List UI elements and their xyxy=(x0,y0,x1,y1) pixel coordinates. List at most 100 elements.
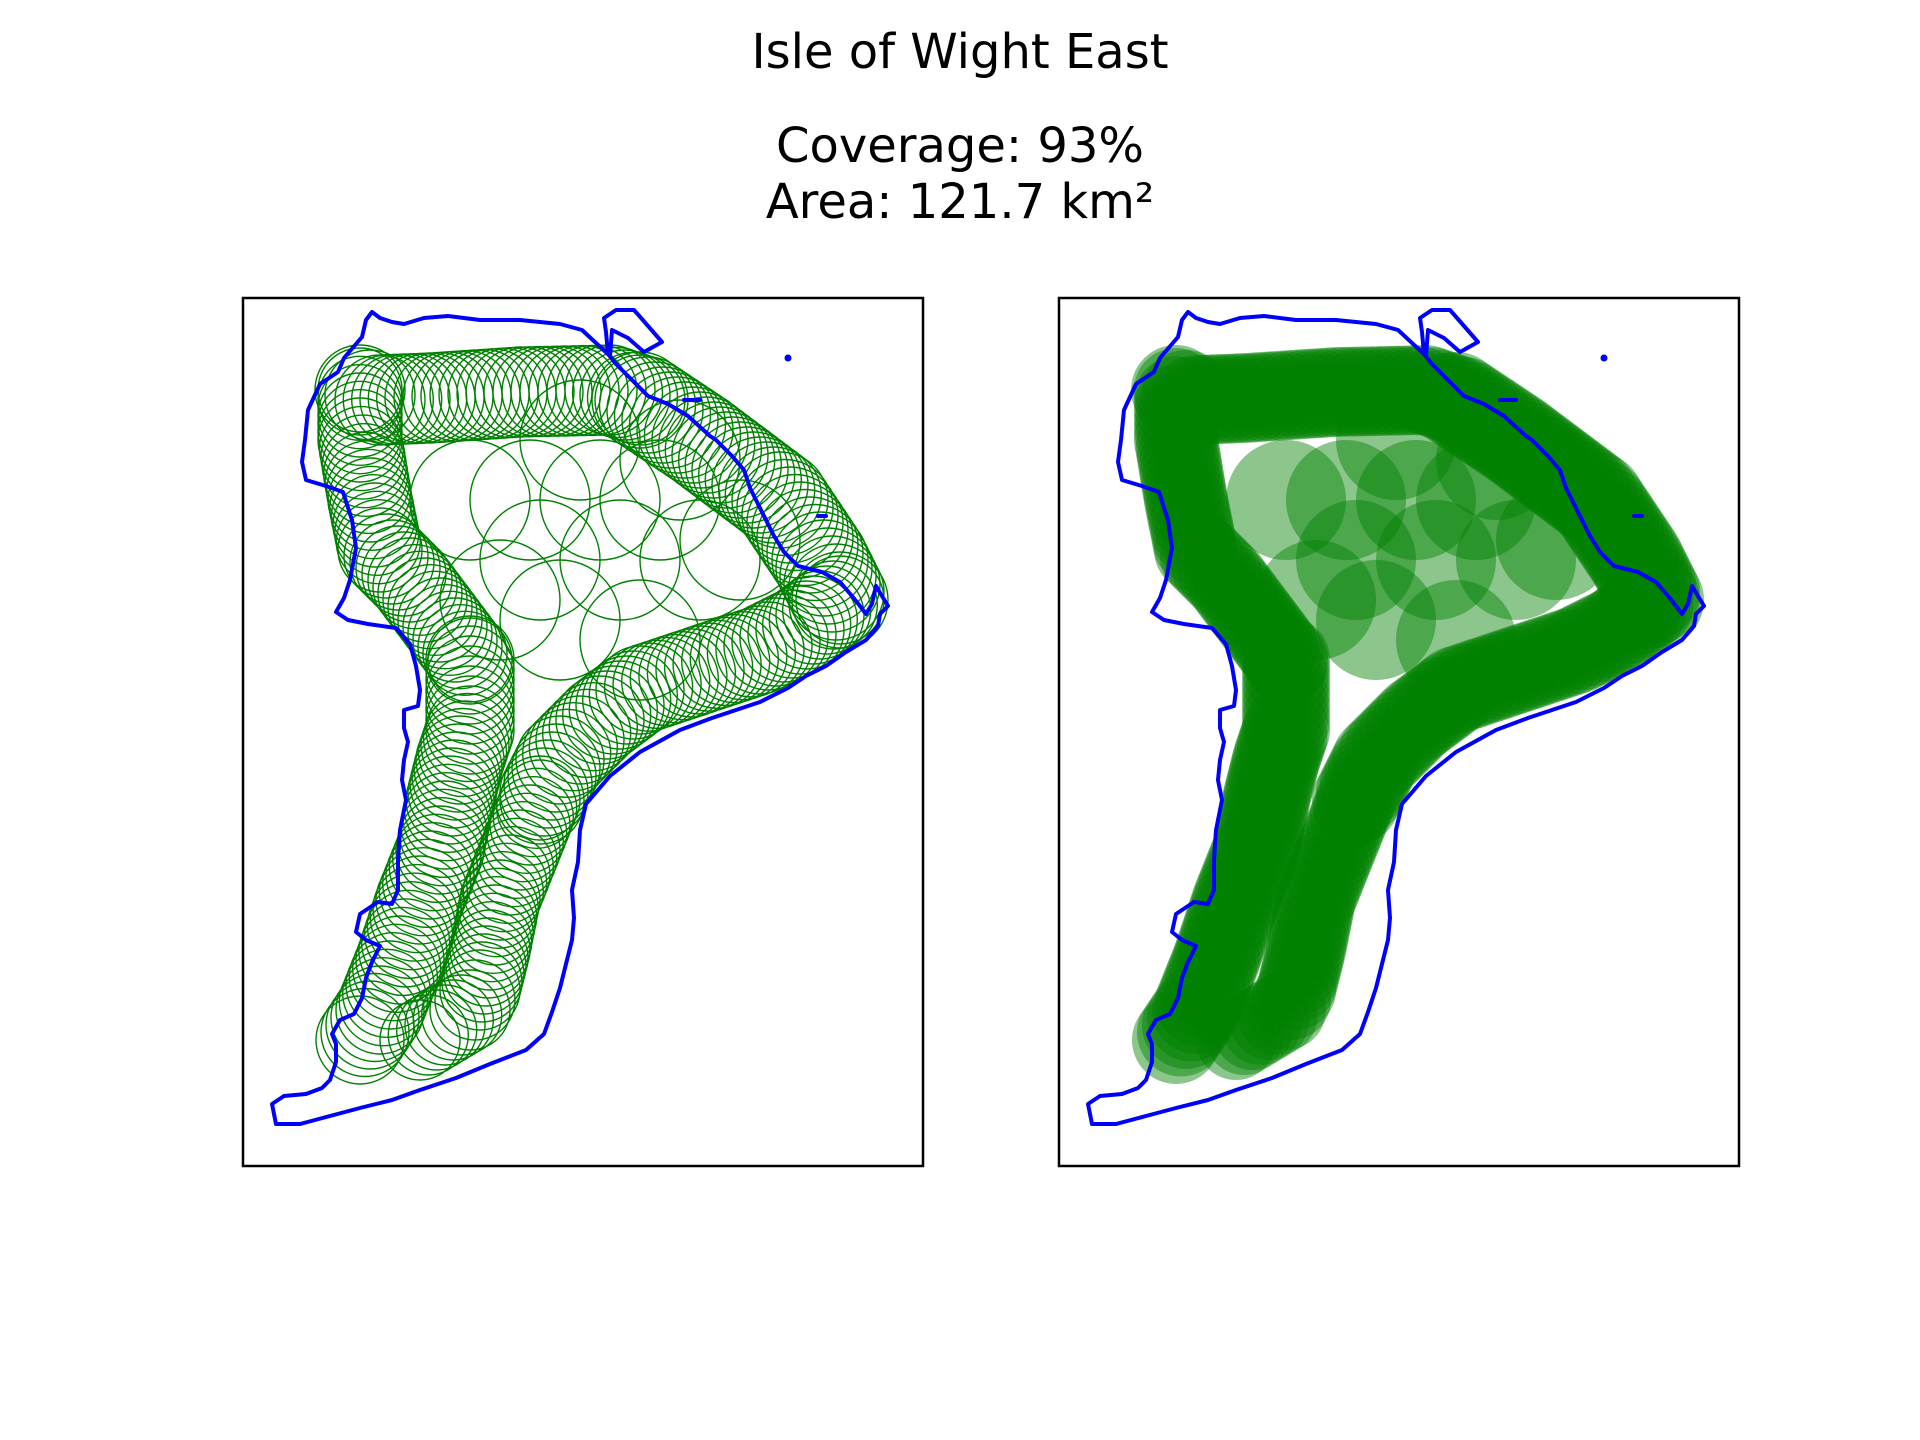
coverage-circle xyxy=(771,511,869,609)
coverage-circle xyxy=(1573,489,1669,586)
coverage-circle xyxy=(599,439,721,561)
coverage-circle xyxy=(1372,676,1460,764)
coverage-circle xyxy=(1336,380,1456,500)
coverage-circle xyxy=(1309,346,1399,437)
coverage-circle xyxy=(1273,348,1363,439)
coverage-circle xyxy=(1309,776,1390,857)
coverage-circle xyxy=(1271,885,1351,965)
coverage-circle xyxy=(335,965,425,1055)
coverage-circle xyxy=(413,723,503,813)
coverage-circle xyxy=(1180,890,1269,979)
coverage-circle xyxy=(1481,402,1578,498)
coverage-circle xyxy=(1178,532,1262,616)
coverage-circle xyxy=(382,838,472,928)
coverage-circle xyxy=(495,755,585,845)
coverage-circle xyxy=(1272,876,1353,957)
coverage-circle xyxy=(515,715,605,805)
coverage-circle xyxy=(1232,716,1320,804)
coverage-circle xyxy=(1136,415,1221,500)
map-title: Isle of Wight East xyxy=(751,24,1169,80)
coverage-circle xyxy=(1147,474,1232,559)
coverage-circle xyxy=(1496,480,1616,600)
coverage-circle xyxy=(1255,349,1345,440)
coverage-circle xyxy=(1134,373,1218,457)
coverage-circle xyxy=(1480,623,1569,712)
coverage-circle xyxy=(1226,440,1346,560)
coverage-circle xyxy=(1167,354,1258,445)
coverage-circle xyxy=(1242,636,1330,724)
coverage-circle xyxy=(1152,499,1237,584)
coverage-circle xyxy=(1276,860,1356,940)
coverage-circle xyxy=(1302,793,1383,874)
coverage-circle xyxy=(1578,497,1674,593)
coverage-circle xyxy=(1497,617,1586,706)
coverage-circle xyxy=(1226,740,1314,828)
coverage-circle xyxy=(1165,932,1254,1021)
coverage-circle xyxy=(1282,843,1363,924)
coverage-circle xyxy=(1134,356,1218,441)
coverage-circle xyxy=(1134,389,1218,474)
coverage-circle xyxy=(1141,350,1231,440)
coverage-circle xyxy=(429,969,511,1051)
coverage-circle xyxy=(1234,708,1323,797)
coverage-circle xyxy=(392,813,482,903)
coverage-circle xyxy=(1600,536,1696,632)
coverage-circle xyxy=(1564,590,1652,678)
coverage-circle xyxy=(1135,406,1220,491)
coverage-circle xyxy=(1592,571,1680,659)
coverage-circle xyxy=(417,604,503,690)
coverage-circle xyxy=(1219,584,1303,669)
coverage-circle xyxy=(1229,598,1313,682)
coverage-circle xyxy=(415,715,505,805)
coverage-circle xyxy=(535,695,625,785)
coverage-circle xyxy=(1548,452,1644,548)
coverage-circle xyxy=(1262,926,1342,1006)
coverage-circle xyxy=(704,431,802,529)
coverage-circle xyxy=(1210,352,1300,443)
coverage-circle xyxy=(1316,760,1396,840)
coverage-circle xyxy=(1228,351,1318,442)
coverage-circle xyxy=(1320,740,1408,828)
coverage-circle xyxy=(1523,608,1612,697)
coverage-circle xyxy=(1174,907,1263,996)
coverage-circle xyxy=(1137,988,1225,1077)
coverage-circle xyxy=(1456,500,1576,620)
coverage-circle xyxy=(1242,686,1330,774)
coverage-circle xyxy=(335,499,421,585)
coverage-circle xyxy=(1212,806,1300,894)
coverage-circle xyxy=(1583,504,1679,601)
coverage-circle xyxy=(1256,540,1376,660)
coverage-circle xyxy=(1429,640,1518,729)
coverage-circle xyxy=(427,617,513,703)
coverage-circle xyxy=(1242,626,1330,714)
coverage-circle xyxy=(395,805,485,895)
coverage-circle xyxy=(337,507,423,593)
coverage-circle xyxy=(439,539,561,661)
coverage-circle xyxy=(723,601,813,691)
coverage-circle xyxy=(1217,781,1305,869)
coverage-circle xyxy=(1224,748,1312,836)
coverage-circle xyxy=(1177,898,1266,987)
coverage-circle xyxy=(396,989,478,1071)
coverage-circle xyxy=(1436,400,1556,520)
coverage-circle xyxy=(1312,768,1393,849)
coverage-circle xyxy=(1356,440,1476,560)
coverage-circle xyxy=(499,759,581,841)
coverage-circle xyxy=(1392,661,1480,749)
coverage-circle xyxy=(1242,676,1330,764)
coverage-circle xyxy=(1132,996,1220,1084)
coverage-circle xyxy=(1365,682,1454,771)
coverage-circle xyxy=(1405,651,1494,739)
coverage-circle xyxy=(1388,347,1479,438)
coverage-circle xyxy=(1256,950,1336,1030)
coverage-circle xyxy=(1244,618,1328,702)
coverage-circle xyxy=(548,682,638,772)
coverage-circle xyxy=(1605,561,1694,649)
coverage-circle xyxy=(1242,646,1330,734)
coverage-circle xyxy=(348,932,438,1022)
coverage-circle xyxy=(412,597,498,683)
coverage-circle xyxy=(317,364,403,450)
island-outline xyxy=(270,308,890,1126)
coverage-circle xyxy=(317,389,403,475)
right-panel-frame xyxy=(1057,296,1741,1168)
